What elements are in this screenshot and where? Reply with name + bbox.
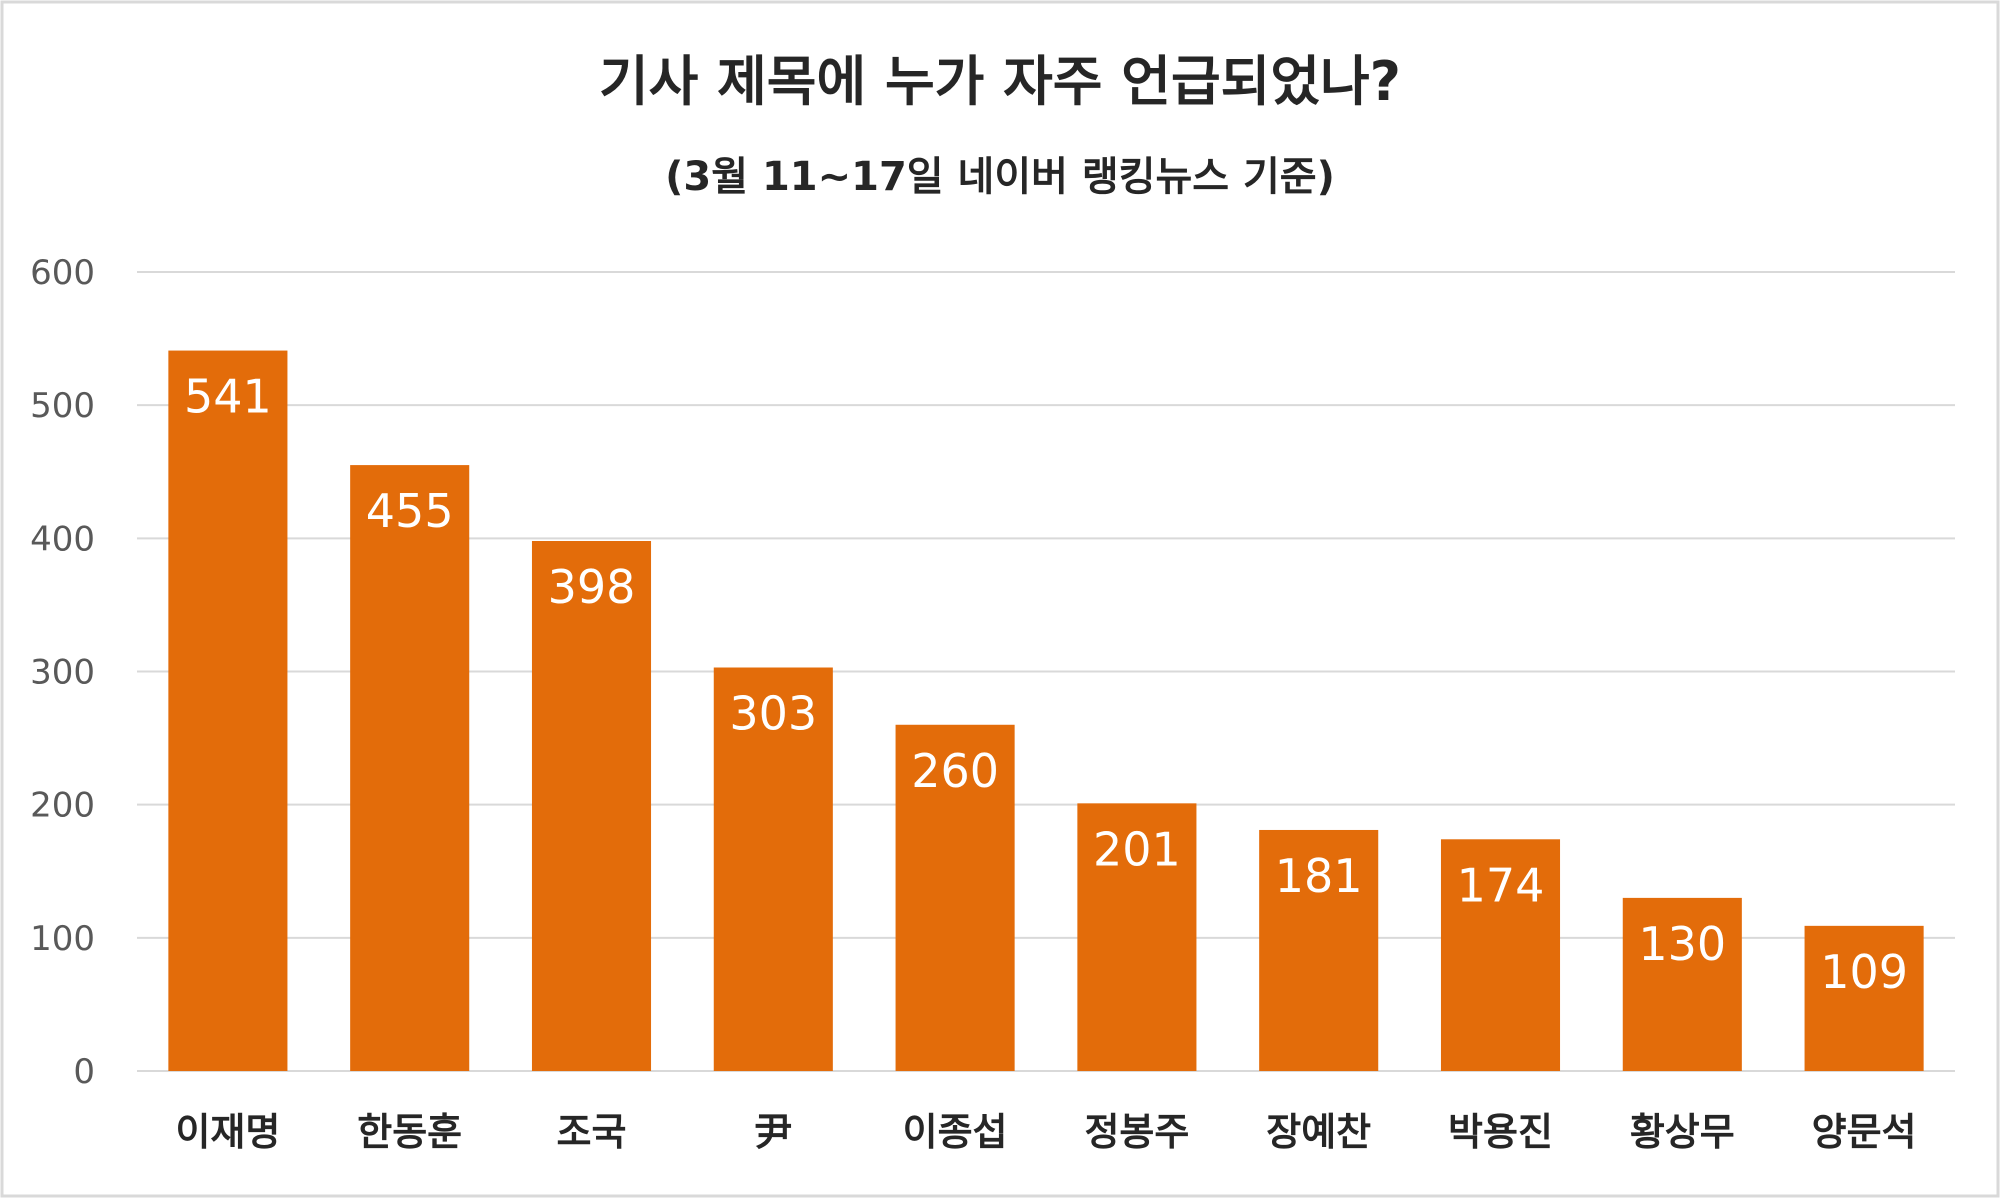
bar — [168, 350, 288, 1071]
chart-title: 기사 제목에 누가 자주 언급되었나? — [599, 50, 1401, 113]
chart-subtitle: (3월 11~17일 네이버 랭킹뉴스 기준) — [665, 154, 1335, 200]
bar — [1077, 803, 1197, 1071]
y-tick-label: 0 — [73, 1052, 95, 1092]
x-tick-label: 정봉주 — [1084, 1110, 1189, 1154]
bar — [1259, 829, 1379, 1071]
x-tick-label: 양문석 — [1812, 1110, 1917, 1154]
bar — [1440, 839, 1561, 1071]
x-tick-label: 尹 — [754, 1110, 792, 1154]
data-label: 398 — [548, 560, 636, 614]
data-label: 174 — [1457, 858, 1545, 912]
bar — [895, 724, 1015, 1071]
bar — [350, 465, 470, 1071]
bar — [1804, 925, 1924, 1071]
y-tick-label: 100 — [30, 919, 95, 959]
x-tick-label: 조국 — [557, 1110, 627, 1154]
data-label: 109 — [1820, 945, 1908, 999]
y-tick-label: 600 — [30, 253, 95, 293]
data-label: 455 — [366, 484, 454, 538]
bar — [531, 540, 652, 1071]
bar — [713, 667, 833, 1071]
data-label: 201 — [1093, 822, 1181, 876]
x-tick-label: 박용진 — [1448, 1110, 1553, 1154]
y-tick-label: 200 — [30, 786, 95, 826]
y-tick-label: 300 — [30, 653, 95, 693]
data-label: 181 — [1275, 849, 1363, 903]
x-tick-label: 이재명 — [175, 1110, 280, 1154]
data-label: 260 — [911, 744, 999, 798]
y-tick-label: 400 — [30, 519, 95, 559]
data-label: 130 — [1638, 917, 1726, 971]
data-label: 303 — [729, 687, 817, 741]
y-tick-label: 500 — [30, 386, 95, 426]
data-label: 541 — [184, 370, 272, 424]
x-tick-label: 황상무 — [1630, 1110, 1735, 1154]
bar — [1622, 897, 1742, 1071]
x-tick-label: 이종섭 — [903, 1110, 1008, 1154]
x-tick-label: 장예찬 — [1266, 1110, 1371, 1154]
x-tick-label: 한동훈 — [357, 1110, 462, 1154]
